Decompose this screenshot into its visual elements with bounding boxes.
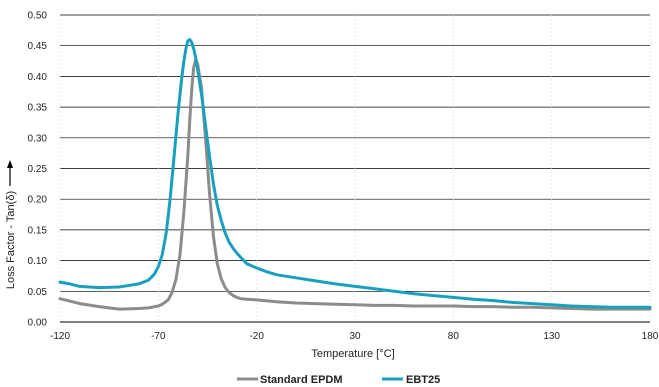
x-tick-label: 180 xyxy=(642,331,659,342)
x-tick-labels: -120 -70 -20 30 80 130 180 xyxy=(50,331,659,342)
y-tick-label: 0.00 xyxy=(28,318,48,329)
y-axis-title-group: Loss Factor - Tan(δ) xyxy=(5,191,17,289)
y-tick-label: 0.35 xyxy=(28,103,48,114)
x-axis-title: Temperature [°C] xyxy=(311,348,394,360)
y-tick-labels: 0.00 0.05 0.10 0.15 0.20 0.25 0.30 0.35 0.40 0.45… xyxy=(28,11,48,329)
y-tick-label: 0.50 xyxy=(28,11,48,22)
x-tick-label: 80 xyxy=(448,331,460,342)
y-tick-label: 0.25 xyxy=(28,164,48,175)
y-tick-label: 0.15 xyxy=(28,225,48,236)
vertical-grid-lines xyxy=(59,15,651,322)
x-tick-label: -20 xyxy=(249,331,264,342)
y-tick-label: 0.20 xyxy=(28,195,48,206)
y-tick-label: 0.40 xyxy=(28,72,48,83)
series-lines xyxy=(58,38,652,311)
y-tick-label: 0.10 xyxy=(28,256,48,267)
legend-label-ebt25: EBT25 xyxy=(406,374,440,386)
series-line-standard-epdm xyxy=(58,58,652,311)
y-axis-arrow xyxy=(7,160,13,186)
x-tick-label: 130 xyxy=(543,331,560,342)
y-tick-label: 0.45 xyxy=(28,41,48,52)
y-tick-label: 0.05 xyxy=(28,287,48,298)
series-line-ebt25 xyxy=(58,38,652,309)
y-axis-title: Loss Factor - Tan(δ) xyxy=(5,191,17,289)
legend-label-standard-epdm: Standard EPDM xyxy=(260,374,343,386)
x-tick-label: -120 xyxy=(50,331,70,342)
x-tick-label: 30 xyxy=(349,331,361,342)
y-tick-label: 0.30 xyxy=(28,133,48,144)
legend: Standard EPDM EBT25 xyxy=(237,374,440,386)
x-tick-label: -70 xyxy=(151,331,166,342)
